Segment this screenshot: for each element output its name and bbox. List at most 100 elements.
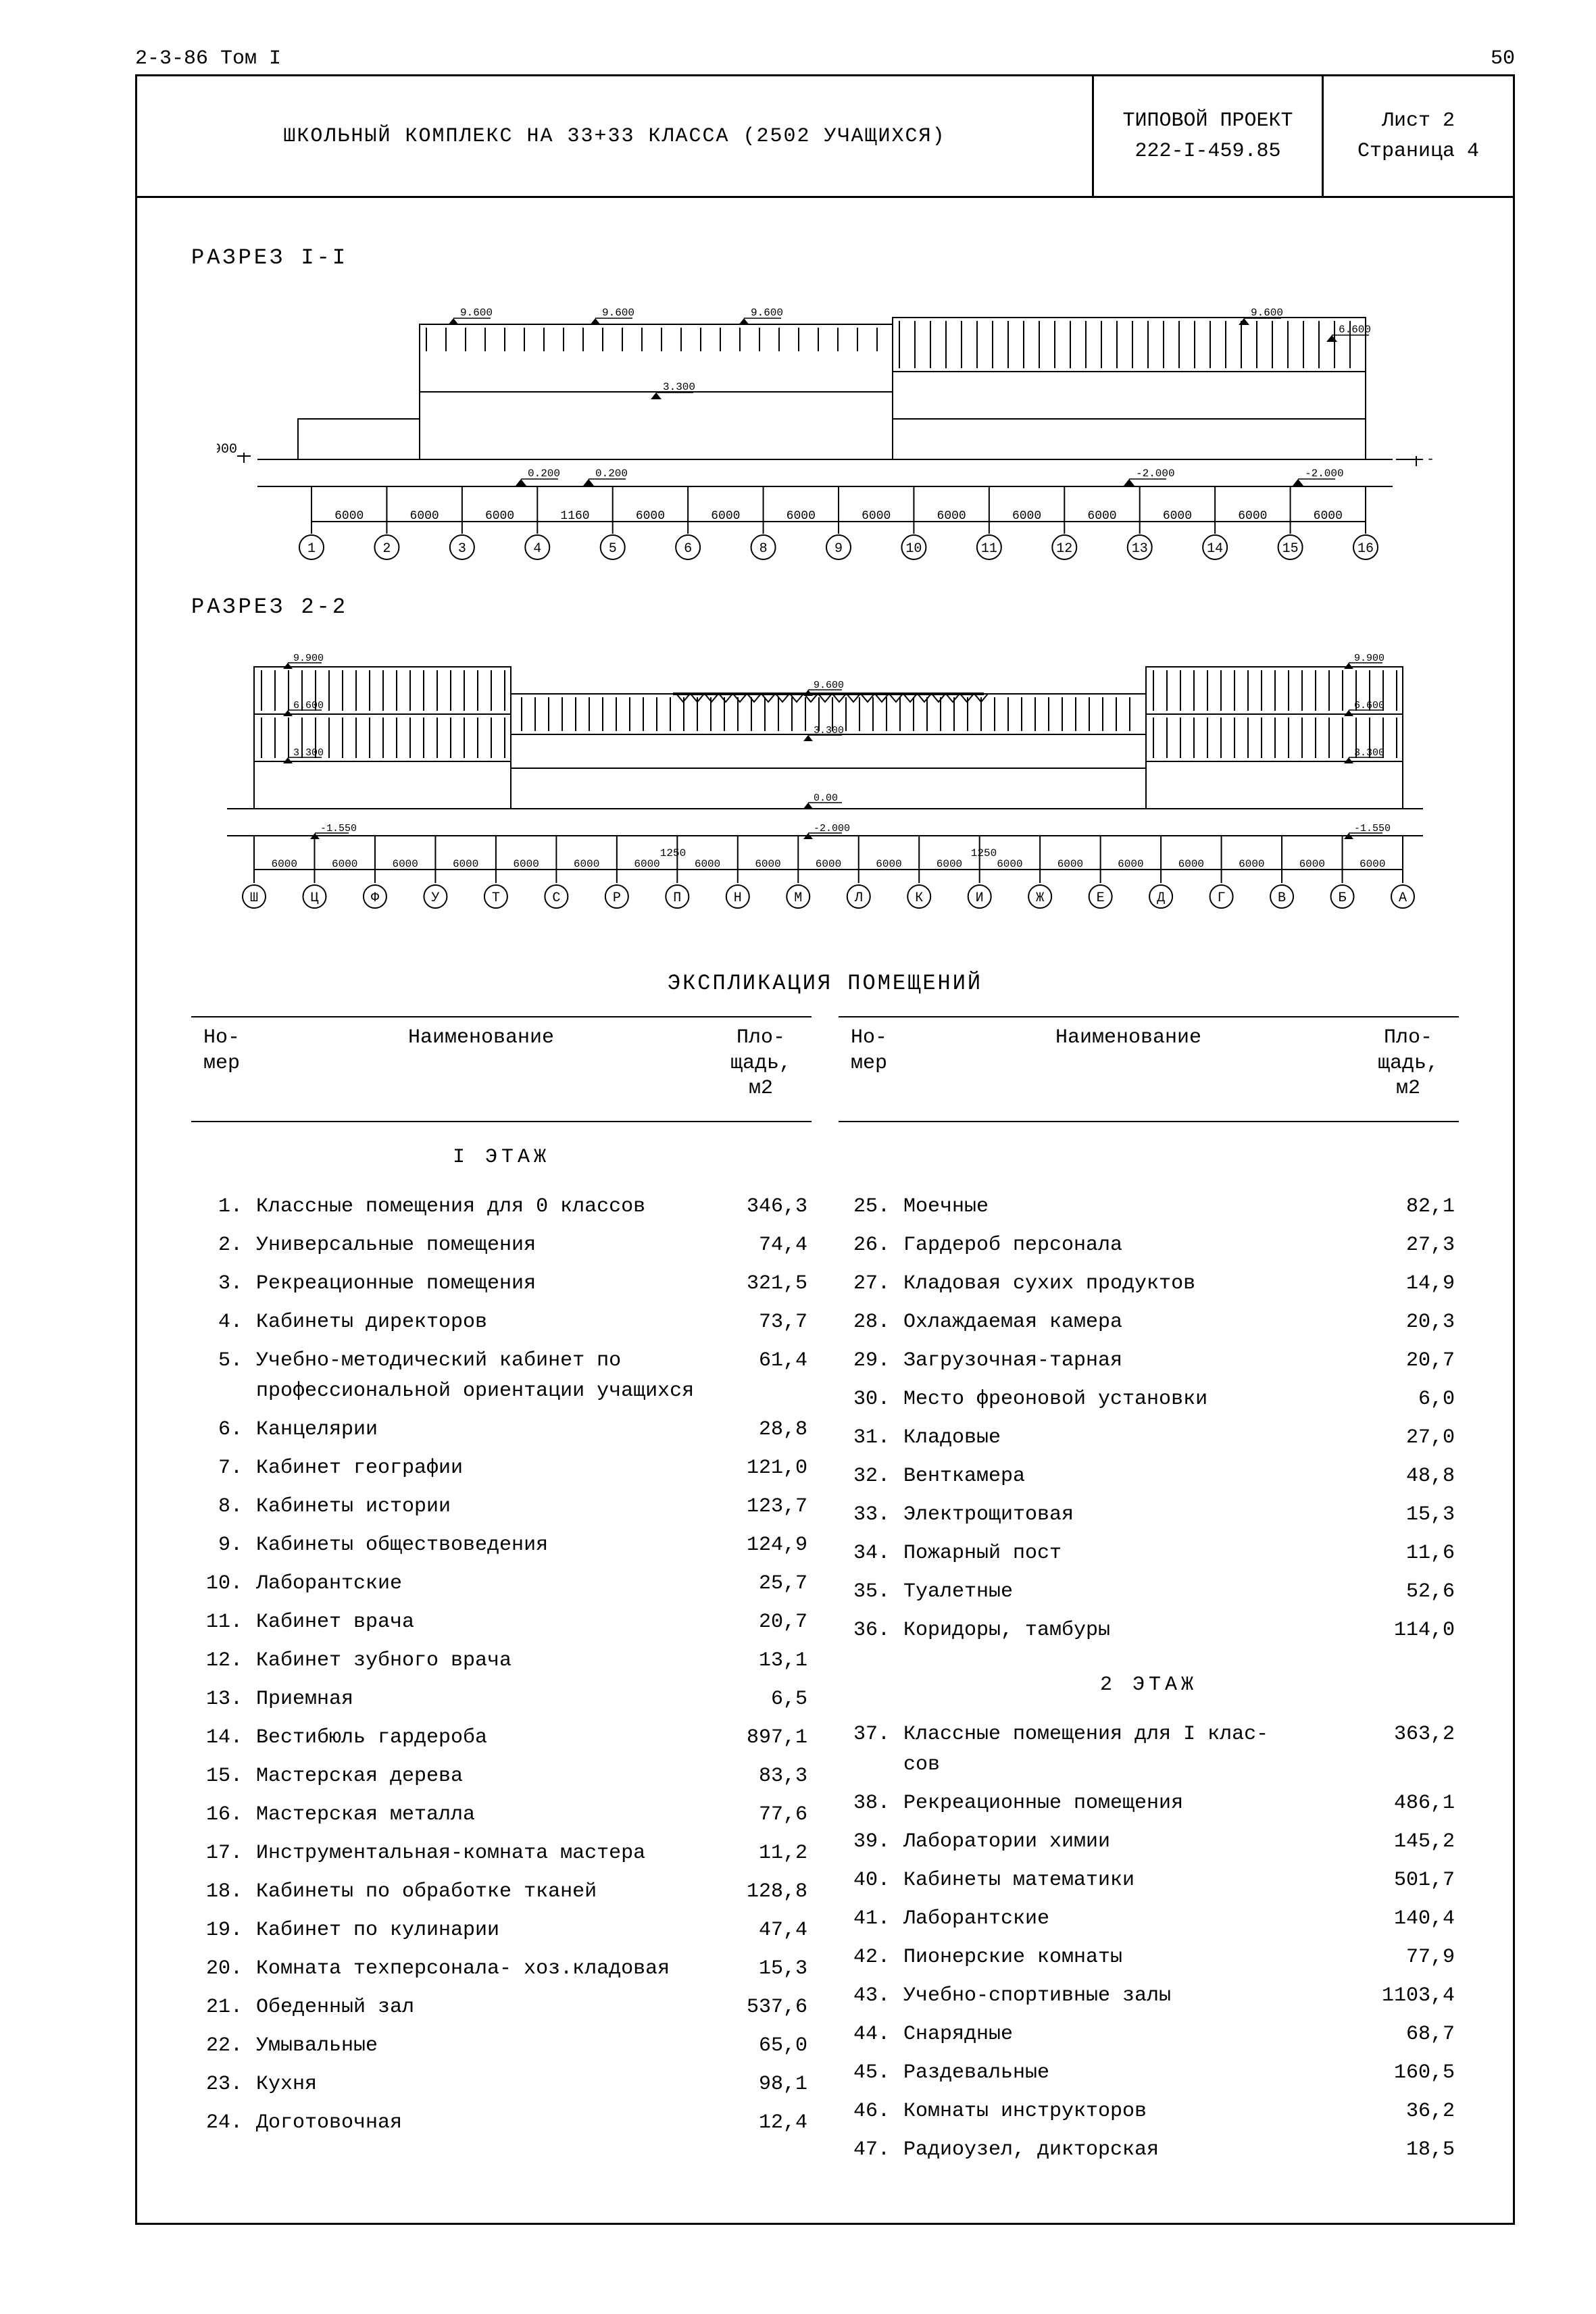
- cell-name: Коридоры, тамбуры: [899, 1611, 1357, 1650]
- cell-name: Вестибюль гардероба: [252, 1719, 710, 1757]
- cell-name: Моечные: [899, 1188, 1357, 1226]
- cell-area: 20,3: [1357, 1303, 1459, 1342]
- cell-num: 30.: [839, 1380, 899, 1419]
- cell-name: Место фреоновой установки: [899, 1380, 1357, 1419]
- cell-num: 1.: [191, 1188, 252, 1226]
- table-right: Но- мер Наименование Пло- щадь, м2 25.Мо…: [839, 1016, 1459, 2169]
- cell-area: 140,4: [1357, 1900, 1459, 1938]
- svg-text:11: 11: [981, 541, 997, 557]
- svg-text:6000: 6000: [634, 858, 659, 870]
- cell-num: 25.: [839, 1188, 899, 1226]
- table-row: 20.Комната техперсонала- хоз.кладовая15,…: [191, 1950, 812, 1988]
- cell-name: Мастерская металла: [252, 1796, 710, 1834]
- sheet-label: Лист 2: [1382, 106, 1455, 136]
- svg-text:6000: 6000: [695, 858, 720, 870]
- table-row: 40.Кабинеты математики501,7: [839, 1861, 1459, 1900]
- title-block: ШКОЛЬНЫЙ КОМПЛЕКС НА 33+33 КЛАССА (2502 …: [137, 76, 1513, 198]
- cell-name: Лаборатории химии: [899, 1823, 1357, 1861]
- cell-name: Мастерская дерева: [252, 1757, 710, 1796]
- cell-area: 27,0: [1357, 1419, 1459, 1457]
- table-row: 12.Кабинет зубного врача13,1: [191, 1642, 812, 1680]
- svg-text:9.900: 9.900: [1354, 653, 1385, 664]
- svg-text:6.600: 6.600: [293, 700, 324, 711]
- cell-name: Кабинеты обществоведения: [252, 1526, 710, 1565]
- th-area: Пло- щадь, м2: [1357, 1017, 1459, 1122]
- cell-area: 123,7: [710, 1488, 812, 1526]
- table-row: 9.Кабинеты обществоведения124,9: [191, 1526, 812, 1565]
- cell-num: 3.: [191, 1265, 252, 1303]
- cell-num: 45.: [839, 2054, 899, 2092]
- svg-text:И: И: [976, 890, 984, 906]
- cell-num: 9.: [191, 1526, 252, 1565]
- cell-area: 124,9: [710, 1526, 812, 1565]
- table-row: 38.Рекреационные помещения486,1: [839, 1784, 1459, 1823]
- section-1-label: РАЗРЕЗ I-I: [191, 245, 1472, 270]
- svg-text:-1.550: -1.550: [1354, 823, 1391, 834]
- section-2-label: РАЗРЕЗ 2-2: [191, 595, 1472, 620]
- svg-text:Б: Б: [1339, 890, 1347, 906]
- svg-text:Р: Р: [613, 890, 621, 906]
- cell-name: Кабинеты истории: [252, 1488, 710, 1526]
- svg-text:6000: 6000: [1239, 858, 1264, 870]
- svg-text:-2.000: -2.000: [814, 823, 850, 834]
- svg-text:М: М: [794, 890, 802, 906]
- svg-text:15: 15: [1282, 541, 1299, 557]
- cell-name: Электрощитовая: [899, 1496, 1357, 1534]
- svg-text:0.200: 0.200: [528, 468, 560, 480]
- cell-area: 27,3: [1357, 1226, 1459, 1265]
- cell-area: 28,8: [710, 1411, 812, 1449]
- cell-area: 65,0: [710, 2027, 812, 2065]
- cell-num: 23.: [191, 2065, 252, 2104]
- svg-text:4: 4: [533, 541, 541, 557]
- svg-text:А: А: [1399, 890, 1407, 906]
- svg-text:6000: 6000: [574, 858, 599, 870]
- svg-text:6.600: 6.600: [1339, 324, 1371, 336]
- svg-text:6000: 6000: [453, 858, 478, 870]
- cell-num: 20.: [191, 1950, 252, 1988]
- cell-name: Инструментальная-комната мастера: [252, 1834, 710, 1873]
- cell-area: 98,1: [710, 2065, 812, 2104]
- table-row: 13.Приемная6,5: [191, 1680, 812, 1719]
- svg-text:Ц: Ц: [310, 890, 318, 906]
- cell-num: 42.: [839, 1938, 899, 1977]
- cell-area: 486,1: [1357, 1784, 1459, 1823]
- svg-text:3: 3: [458, 541, 466, 557]
- table-row: 37.Классные помещения для I клас-сов363,…: [839, 1715, 1459, 1784]
- cell-num: 40.: [839, 1861, 899, 1900]
- cell-num: 44.: [839, 2015, 899, 2054]
- header-left: 2-3-86 Том I: [135, 47, 281, 70]
- cell-num: 14.: [191, 1719, 252, 1757]
- table-row: 27.Кладовая сухих продуктов14,9: [839, 1265, 1459, 1303]
- cell-num: 12.: [191, 1642, 252, 1680]
- svg-text:С: С: [552, 890, 560, 906]
- section-1-svg: 1260003600046000511606600086000960001060…: [217, 284, 1433, 574]
- cell-num: 33.: [839, 1496, 899, 1534]
- svg-text:К: К: [915, 890, 923, 906]
- table-row: 5.Учебно-методический кабинет по професс…: [191, 1342, 812, 1411]
- cell-name: Кабинеты математики: [899, 1861, 1357, 1900]
- cell-num: 46.: [839, 2092, 899, 2131]
- cell-area: 77,6: [710, 1796, 812, 1834]
- table-row: 24.Доготовочная12,4: [191, 2104, 812, 2142]
- cell-num: 4.: [191, 1303, 252, 1342]
- table-row: 2.Универсальные помещения74,4: [191, 1226, 812, 1265]
- cell-name: Кабинет по кулинарии: [252, 1911, 710, 1950]
- table-row: 43.Учебно-спортивные залы1103,4: [839, 1977, 1459, 2015]
- table-row: 7.Кабинет географии121,0: [191, 1449, 812, 1488]
- floor-2-heading: 2 ЭТАЖ: [839, 1650, 1459, 1715]
- svg-text:-2.000: -2.000: [1136, 468, 1175, 480]
- svg-text:Ф: Ф: [371, 890, 379, 906]
- svg-text:6000: 6000: [272, 858, 297, 870]
- cell-area: 52,6: [1357, 1573, 1459, 1611]
- table-right-column: Но- мер Наименование Пло- щадь, м2 25.Мо…: [839, 1016, 1459, 2169]
- cell-name: Комната техперсонала- хоз.кладовая: [252, 1950, 710, 1988]
- cell-num: 17.: [191, 1834, 252, 1873]
- cell-num: 16.: [191, 1796, 252, 1834]
- svg-text:2: 2: [382, 541, 391, 557]
- svg-text:6000: 6000: [1057, 858, 1083, 870]
- table-row: 10.Лаборантские25,7: [191, 1565, 812, 1603]
- svg-text:-1.200: -1.200: [1426, 452, 1433, 468]
- cell-num: 5.: [191, 1342, 252, 1411]
- table-row: 8.Кабинеты истории123,7: [191, 1488, 812, 1526]
- cell-area: 20,7: [710, 1603, 812, 1642]
